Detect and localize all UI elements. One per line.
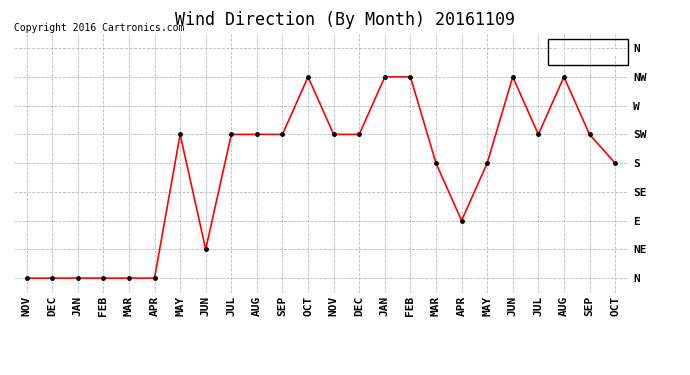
Text: Wind Direction (By Month) 20161109: Wind Direction (By Month) 20161109: [175, 11, 515, 29]
Text: Copyright 2016 Cartronics.com: Copyright 2016 Cartronics.com: [14, 23, 184, 33]
